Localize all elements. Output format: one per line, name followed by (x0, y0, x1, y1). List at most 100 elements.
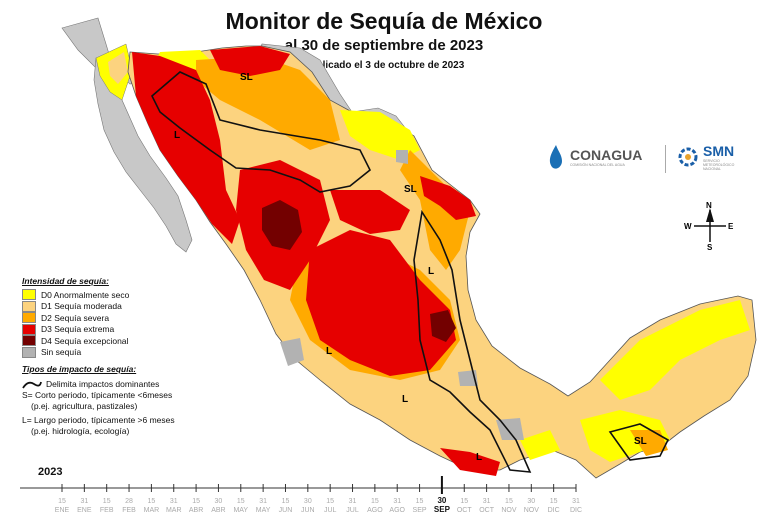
legend-swatch (22, 312, 36, 324)
impact-legend: Tipos de impacto de sequía: Delimita imp… (22, 364, 175, 437)
timeline-day-label: 15 (326, 498, 334, 505)
map-subtitle: al 30 de septiembre de 2023 (284, 37, 484, 54)
legend-label: Sin sequía (41, 347, 82, 358)
impact-heading: Tipos de impacto de sequía: (22, 364, 137, 374)
impact-l-line2: (p.ej. hidrología, ecología) (31, 426, 130, 436)
d2-campeche (630, 430, 668, 456)
timeline-year: 2023 (38, 466, 63, 478)
smn-logo: SMN SERVICIO METEOROLÓGICO NACIONAL (676, 143, 751, 171)
timeline-day-label: 15 (58, 498, 66, 505)
timeline-month-label: MAR (144, 507, 160, 514)
impact-l-line1: L= Largo periodo, típicamente >6 meses (22, 415, 175, 425)
timeline-month-label: JUL (324, 507, 337, 514)
water-drop-icon (549, 145, 562, 169)
timeline-month-label: JUL (346, 507, 359, 514)
d0-nuevo-leon (340, 110, 420, 160)
timeline-day-label: 31 (483, 498, 491, 505)
legend-label: D0 Anormalmente seco (41, 289, 130, 300)
compass-e: E (728, 222, 734, 231)
d3-sonora (132, 52, 240, 244)
label-l-sonora: L (174, 130, 180, 141)
legend-label: D4 Sequía excepcional (41, 335, 129, 346)
legend-swatch (22, 300, 36, 312)
impact-boundary-south (413, 209, 532, 473)
d0-oaxaca (520, 430, 560, 460)
impact-boundary-north (151, 71, 372, 193)
legend-item: D0 Anormalmente seco (22, 289, 129, 301)
impact-s-line2: (p.ej. agricultura, pastizales) (31, 401, 138, 411)
timeline-month-label: ENE (77, 507, 92, 514)
timeline-day-label: 30 (527, 498, 535, 505)
legend-item: Sin sequía (22, 346, 129, 359)
impact-line-item: Delimita impactos dominantes (22, 379, 175, 390)
timeline-month-label: MAR (166, 507, 182, 514)
timeline-day-label: 15 (103, 498, 111, 505)
timeline-month-label: SEP (413, 507, 427, 514)
smn-subtitle: SERVICIO METEOROLÓGICO NACIONAL (703, 159, 735, 171)
d3-tamps-north (420, 176, 476, 220)
baja-d1 (108, 52, 128, 84)
timeline-day-label: 15 (416, 498, 424, 505)
compass-s: S (707, 243, 713, 252)
compass-rose: N S E W (684, 201, 734, 252)
timeline-month-label: MAY (233, 507, 248, 514)
timeline-day-label: 30 (304, 498, 312, 505)
timeline-month-label: DIC (548, 507, 560, 514)
legend-item: D2 Sequía severa (22, 312, 129, 324)
boundary-line-icon (22, 381, 42, 388)
drought-legend: Intensidad de sequía: D0 Anormalmente se… (22, 276, 129, 358)
timeline-day-label: 31 (349, 498, 357, 505)
timeline-day-label: 31 (572, 498, 580, 505)
label-l-east: L (428, 266, 434, 277)
timeline-day-label: 15 (192, 498, 200, 505)
timeline-month-label: FEB (100, 507, 114, 514)
label-l-jalisco: L (326, 346, 332, 357)
timeline-day-label: 30 (437, 496, 446, 505)
timeline-day-label: 28 (125, 498, 133, 505)
timeline-month-label: SEP (434, 505, 451, 514)
conagua-name: CONAGUA (570, 147, 643, 163)
baja-california (93, 57, 193, 253)
legend-item: D4 Sequía excepcional (22, 335, 129, 347)
legend-label: D3 Sequía extrema (41, 324, 115, 335)
timeline-month-label: AGO (389, 507, 405, 514)
d2-chihuahua (196, 56, 340, 150)
timeline-month-label: OCT (457, 507, 473, 514)
legend-item: D3 Sequía extrema (22, 323, 129, 336)
timeline-day-label: 15 (237, 498, 245, 505)
timeline-day-label: 15 (282, 498, 290, 505)
legend-label: D1 Sequía moderada (41, 301, 122, 312)
timeline-month-label: OCT (479, 507, 495, 514)
d4-durango (262, 200, 302, 250)
map-title: Monitor de Sequía de México (225, 8, 543, 34)
timeline-day-label: 15 (371, 498, 379, 505)
timeline-day-label: 31 (80, 498, 88, 505)
d3-coahuila (330, 190, 410, 234)
label-l-south: L (476, 452, 482, 463)
label-sl-north: SL (240, 72, 253, 83)
timeline-month-label: DIC (570, 507, 582, 514)
legend-swatch (22, 335, 36, 347)
label-sl-ne: SL (404, 184, 417, 195)
timeline-month-label: JUN (301, 507, 315, 514)
impact-s-line1: S= Corto periodo, típicamente <6meses (22, 390, 173, 400)
no-drought-nayarit (280, 338, 304, 366)
timeline-month-label: NOV (501, 507, 517, 514)
timeline-day-label: 30 (215, 498, 223, 505)
timeline-month-label: JUN (279, 507, 293, 514)
timeline-day-label: 15 (550, 498, 558, 505)
legend-heading: Intensidad de sequía: (22, 276, 109, 286)
smn-name: SMN (703, 143, 735, 159)
timeline-month-label: NOV (524, 507, 540, 514)
legend-label: D2 Sequía severa (41, 312, 110, 323)
d3-guerrero (440, 448, 500, 476)
timeline-month-label: ABR (189, 507, 203, 514)
gear-icon (678, 147, 698, 167)
d0-yucatan (600, 300, 750, 400)
label-sl-yucatan: SL (634, 436, 647, 447)
d3-center (306, 230, 456, 376)
timeline-day-label: 31 (259, 498, 267, 505)
label-l-central: L (402, 394, 408, 405)
